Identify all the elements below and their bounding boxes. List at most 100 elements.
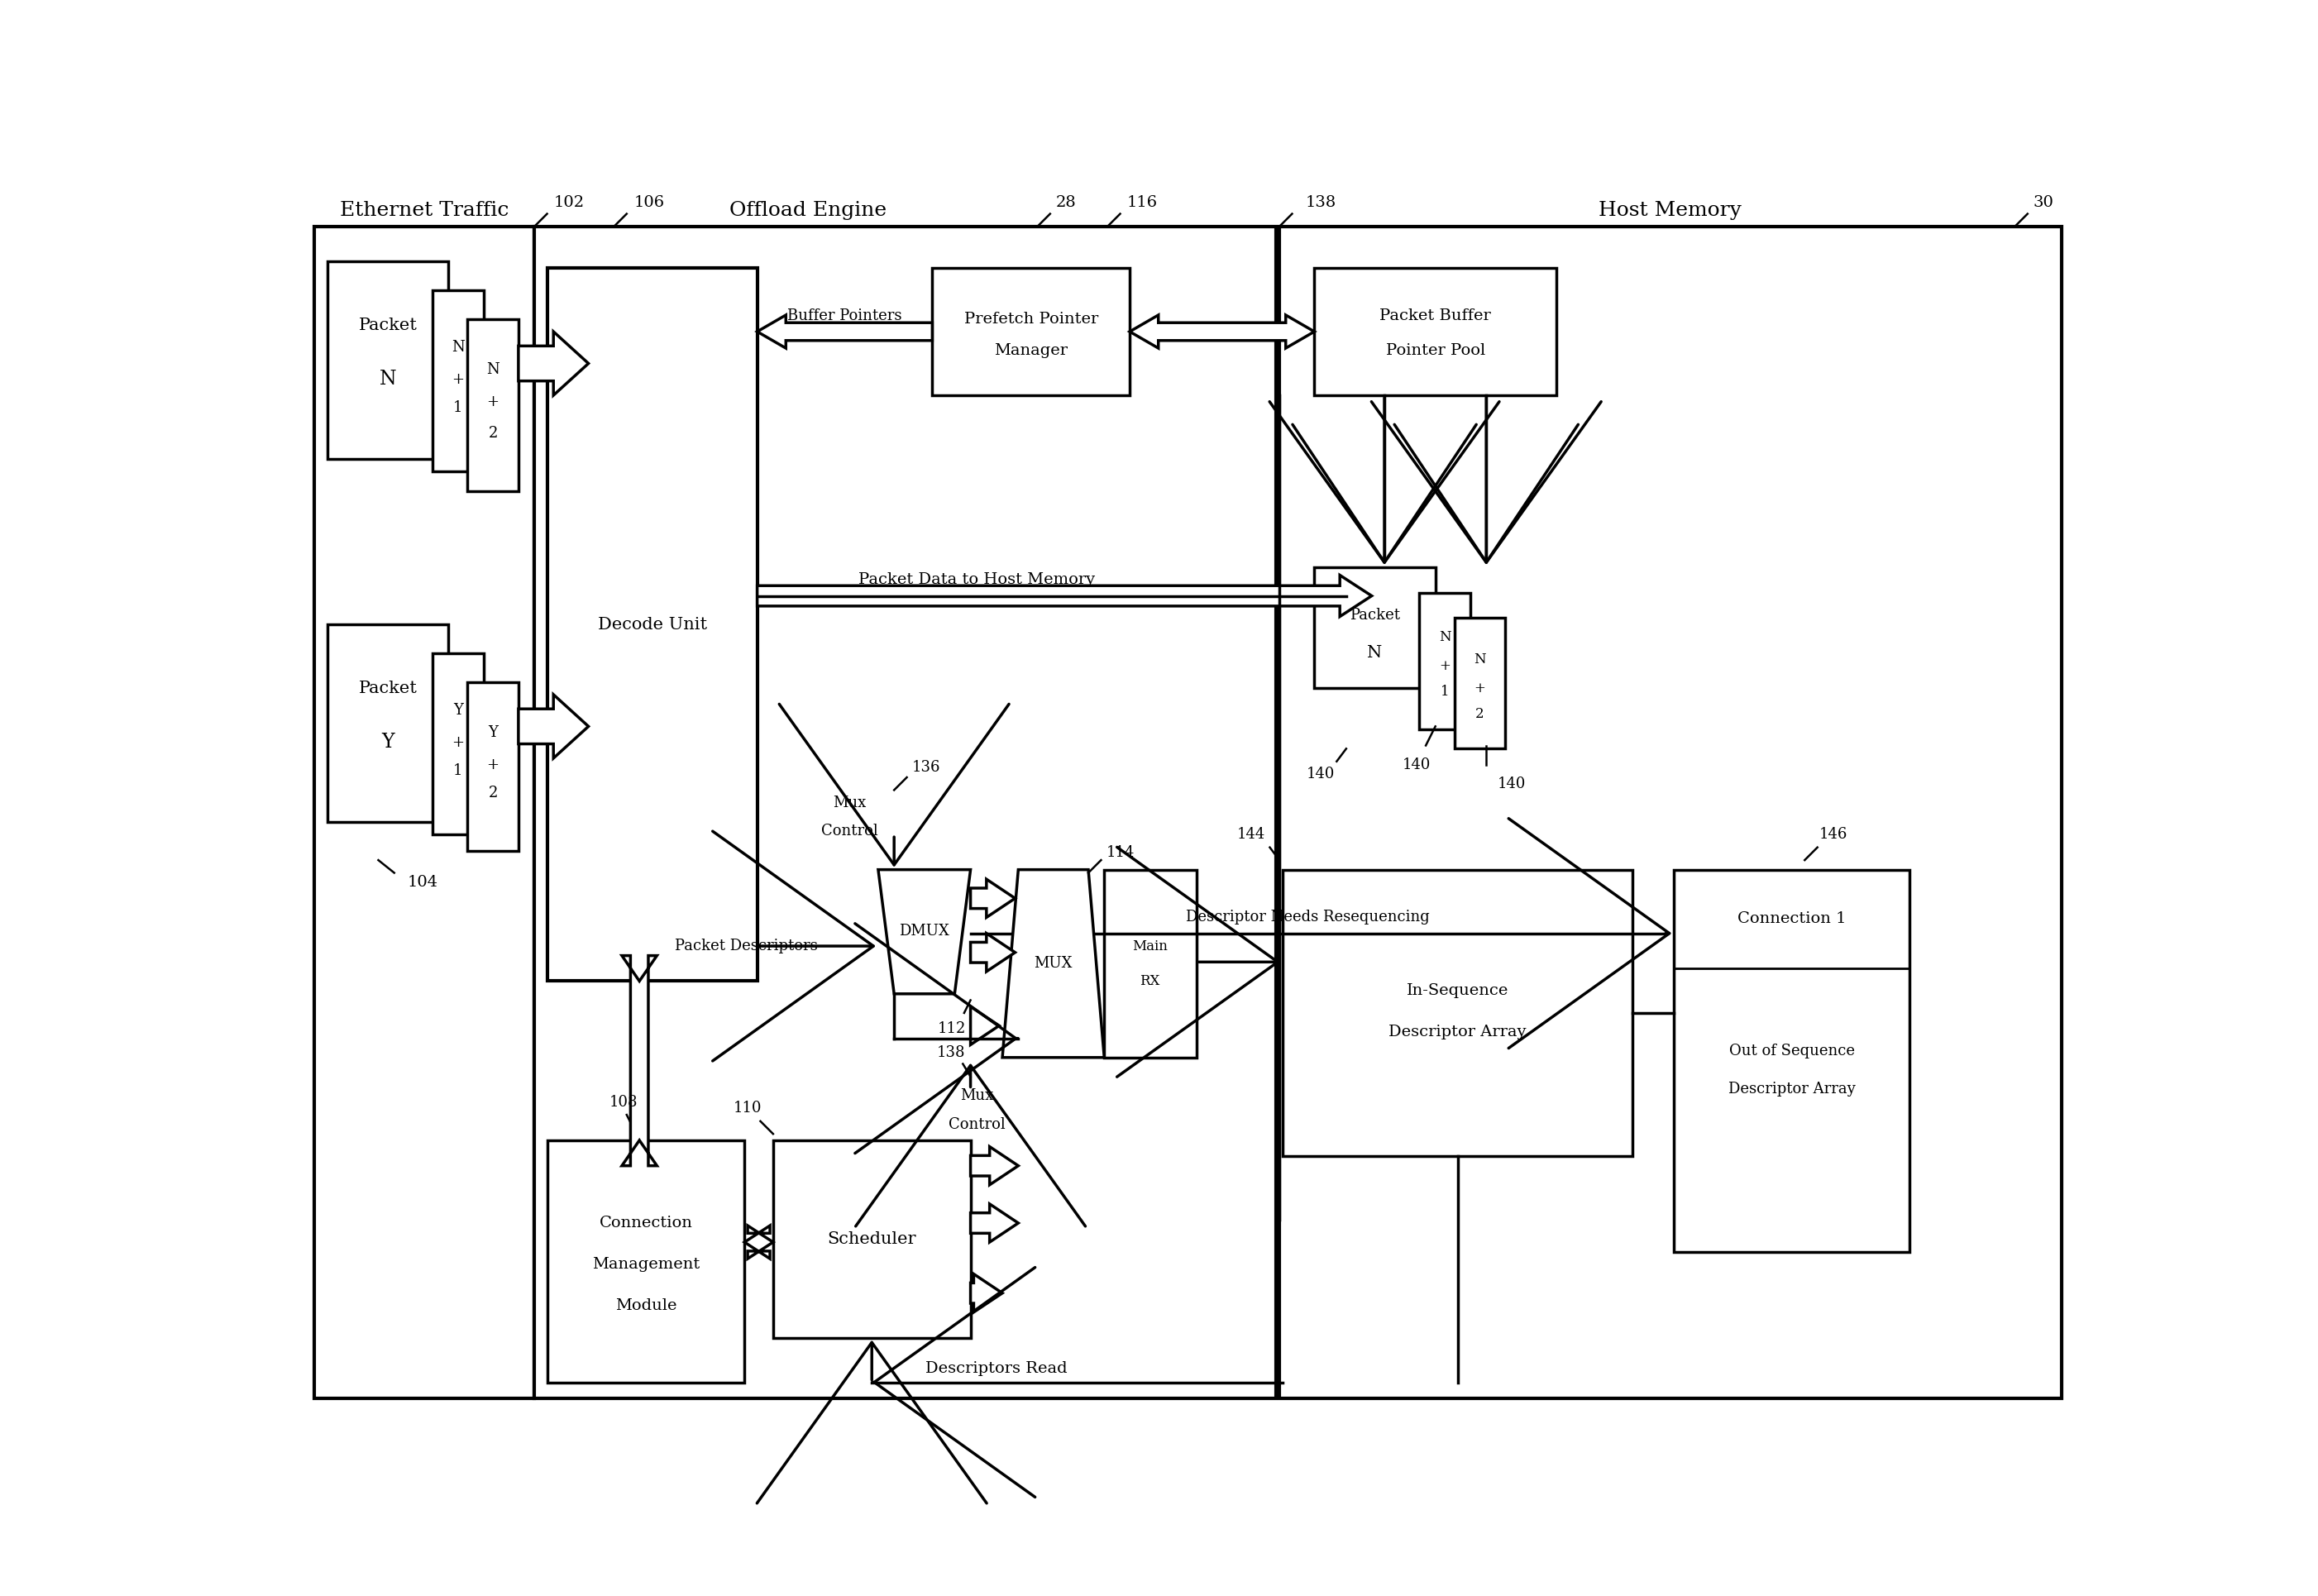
Text: In-Sequence: In-Sequence: [1407, 983, 1509, 998]
Text: +: +: [487, 394, 498, 409]
Text: Management: Management: [591, 1258, 700, 1272]
Text: Control: Control: [948, 1117, 1006, 1132]
Text: 2: 2: [1477, 707, 1484, 721]
Text: Offload Engine: Offload Engine: [730, 201, 888, 220]
Text: N: N: [380, 370, 396, 389]
Bar: [327, 262, 447, 460]
Text: Mux: Mux: [832, 795, 867, 811]
Text: 28: 28: [1055, 196, 1076, 211]
Text: +: +: [487, 757, 498, 772]
Text: 138: 138: [1305, 196, 1335, 211]
Text: +: +: [452, 734, 464, 750]
Text: Packet: Packet: [359, 680, 417, 696]
Text: Control: Control: [821, 824, 879, 839]
Polygon shape: [971, 1007, 999, 1045]
Text: 144: 144: [1235, 827, 1266, 843]
Bar: [774, 1140, 971, 1337]
Text: Connection: Connection: [598, 1216, 693, 1231]
Text: Main: Main: [1134, 938, 1168, 953]
Text: N: N: [452, 340, 464, 354]
Polygon shape: [879, 870, 971, 994]
Bar: [1453, 618, 1504, 749]
Text: Host Memory: Host Memory: [1599, 201, 1741, 220]
Text: Decode Unit: Decode Unit: [598, 616, 707, 632]
Text: 106: 106: [633, 196, 665, 211]
Text: Packet Descriptors: Packet Descriptors: [675, 938, 818, 953]
Text: N: N: [1439, 630, 1451, 645]
Text: Pointer Pool: Pointer Pool: [1386, 343, 1486, 358]
Polygon shape: [1129, 314, 1314, 348]
Polygon shape: [971, 1203, 1018, 1242]
Polygon shape: [1001, 870, 1103, 1058]
Text: N: N: [1368, 645, 1382, 661]
Bar: [1280, 227, 2061, 1398]
Polygon shape: [971, 1146, 1018, 1184]
Text: 116: 116: [1127, 196, 1157, 211]
Text: Y: Y: [489, 725, 498, 741]
Text: DMUX: DMUX: [899, 924, 948, 938]
Text: Packet: Packet: [359, 318, 417, 334]
Text: 104: 104: [408, 875, 438, 891]
Polygon shape: [519, 694, 589, 758]
Polygon shape: [621, 956, 656, 1165]
Text: MUX: MUX: [1034, 956, 1073, 970]
Text: Out of Sequence: Out of Sequence: [1729, 1044, 1854, 1058]
Text: 146: 146: [1820, 827, 1847, 843]
Text: Descriptor Array: Descriptor Array: [1388, 1025, 1528, 1039]
Polygon shape: [758, 575, 1372, 616]
Bar: [1103, 870, 1196, 1058]
Text: 140: 140: [1402, 757, 1430, 772]
Text: 114: 114: [1106, 844, 1134, 860]
Text: Prefetch Pointer: Prefetch Pointer: [964, 311, 1099, 326]
Text: N: N: [487, 362, 498, 377]
Text: Ethernet Traffic: Ethernet Traffic: [341, 201, 510, 220]
Text: Connection 1: Connection 1: [1738, 911, 1847, 926]
Bar: [315, 227, 535, 1398]
Bar: [547, 268, 758, 982]
Text: 140: 140: [1497, 776, 1525, 792]
Text: 138: 138: [936, 1045, 967, 1060]
Text: Manager: Manager: [994, 343, 1069, 358]
Polygon shape: [971, 1274, 1001, 1312]
Text: 140: 140: [1307, 766, 1335, 782]
Text: 136: 136: [911, 760, 941, 776]
Bar: [535, 227, 1277, 1398]
Text: Scheduler: Scheduler: [828, 1231, 916, 1246]
Polygon shape: [971, 934, 1015, 972]
Text: Packet: Packet: [1349, 608, 1400, 622]
Bar: [1314, 268, 1555, 396]
Bar: [433, 290, 484, 472]
Text: Buffer Pointers: Buffer Pointers: [788, 308, 902, 322]
Text: 2: 2: [489, 426, 498, 440]
Text: 1: 1: [1439, 685, 1449, 699]
Polygon shape: [971, 879, 1015, 918]
Text: N: N: [1474, 653, 1486, 667]
Text: Packet Buffer: Packet Buffer: [1379, 308, 1490, 322]
Text: RX: RX: [1140, 974, 1161, 988]
Text: Y: Y: [382, 733, 394, 752]
Text: +: +: [452, 372, 464, 386]
Text: 108: 108: [610, 1095, 637, 1109]
Text: +: +: [1439, 659, 1451, 674]
Bar: [932, 268, 1129, 396]
Text: Module: Module: [614, 1299, 677, 1314]
Bar: [1314, 567, 1435, 688]
Text: 112: 112: [936, 1021, 967, 1036]
Bar: [547, 1140, 744, 1382]
Bar: [433, 653, 484, 835]
Text: Y: Y: [452, 702, 464, 718]
Bar: [1674, 870, 1910, 1251]
Bar: [468, 681, 519, 851]
Bar: [1419, 592, 1470, 729]
Polygon shape: [758, 314, 932, 348]
Text: 30: 30: [2033, 196, 2054, 211]
Text: 1: 1: [452, 401, 464, 415]
Text: Descriptors Read: Descriptors Read: [925, 1361, 1066, 1376]
Bar: [468, 319, 519, 492]
Bar: [1282, 870, 1632, 1156]
Polygon shape: [519, 332, 589, 396]
Polygon shape: [744, 1226, 774, 1259]
Text: Descriptor Array: Descriptor Array: [1729, 1082, 1854, 1096]
Text: 110: 110: [732, 1101, 763, 1116]
Text: Mux: Mux: [960, 1088, 994, 1103]
